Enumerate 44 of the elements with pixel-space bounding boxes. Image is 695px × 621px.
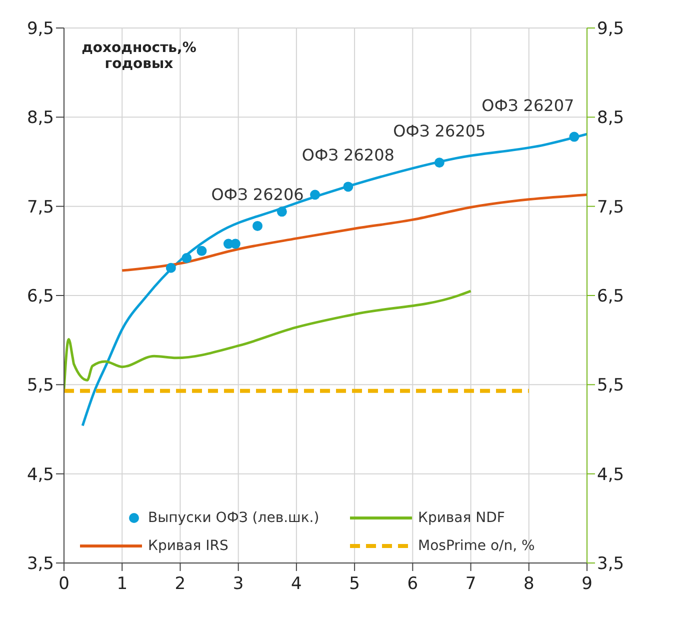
point (182, 253, 192, 264)
point (569, 132, 580, 142)
legend-label: MosPrime o/n, % (418, 538, 535, 554)
line-series (64, 290, 472, 390)
y2-tick-label: 4,5 (597, 464, 624, 485)
point (343, 182, 354, 192)
x-tick-label: 0 (58, 574, 70, 594)
y2-tick-label: 7,5 (597, 197, 624, 218)
y2-tick-label: 9,5 (597, 19, 624, 40)
y-tick-label: 6,5 (26, 286, 54, 307)
annotation: ОФЗ 26208 (302, 146, 394, 165)
annotation: ОФЗ 26206 (211, 184, 304, 204)
point (434, 158, 444, 168)
x-tick-label: 5 (349, 574, 360, 594)
point (230, 238, 240, 249)
y-tick-label: 8,5 (26, 108, 54, 128)
point (166, 262, 176, 273)
y2-tick-label: 8,5 (597, 108, 624, 128)
point (252, 220, 263, 231)
y-tick-label: 3,5 (26, 554, 54, 574)
x-tick-label: 9 (582, 574, 592, 594)
x-tick-label: 6 (407, 574, 418, 594)
legend-label: Кривая IRS (148, 538, 228, 554)
x-tick-label: 4 (291, 574, 302, 594)
x-tick-label: 1 (116, 574, 128, 594)
legend-label: Выпуски ОФЗ (лев.шк.) (148, 510, 320, 526)
point (196, 246, 207, 256)
y-tick-label: 4,5 (26, 464, 54, 485)
y2-tick-label: 3,5 (597, 554, 624, 574)
x-tick-label: 3 (232, 574, 244, 594)
y2-tick-label: 6,5 (597, 286, 624, 307)
y-tick-label: 9,5 (26, 19, 54, 40)
annotation: ОФЗ 26207 (482, 96, 574, 115)
x-tick-label: 2 (174, 574, 186, 594)
x-tick-label: 7 (465, 574, 476, 594)
y-axis-title: доходность,% годовых (80, 40, 198, 72)
y2-tick-label: 5,5 (597, 376, 624, 396)
legend-label: Кривая NDF (418, 510, 505, 526)
point (276, 206, 287, 217)
y-tick-label: 7,5 (26, 197, 54, 218)
annotation: ОФЗ 26205 (393, 122, 486, 141)
point (310, 190, 320, 200)
y-tick-label: 5,5 (26, 376, 54, 396)
x-tick-label: 8 (523, 574, 534, 594)
